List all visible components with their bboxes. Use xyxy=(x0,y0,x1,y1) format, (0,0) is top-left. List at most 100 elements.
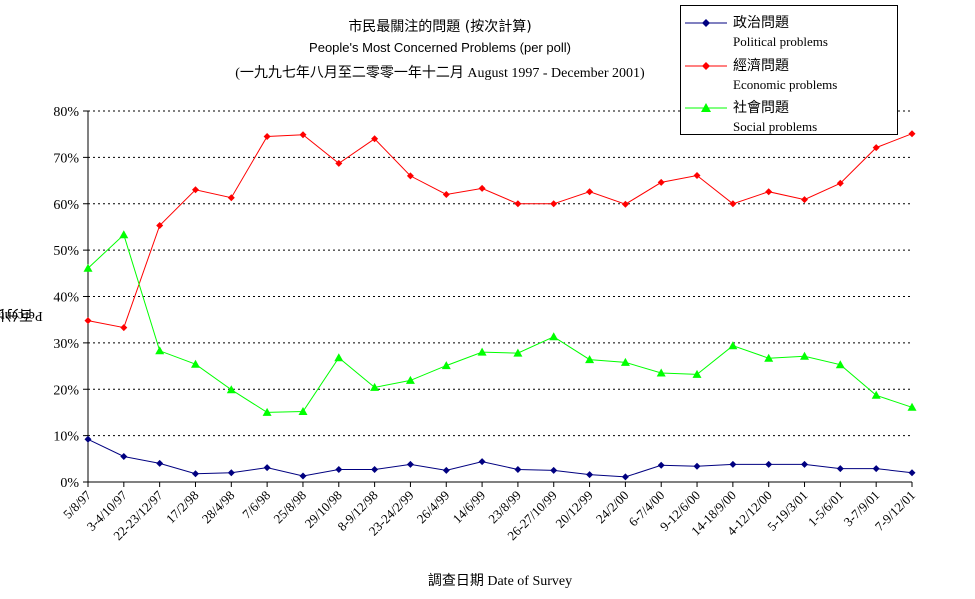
data-point xyxy=(800,351,809,360)
legend-marker-social xyxy=(685,103,727,112)
data-point xyxy=(227,469,235,477)
data-point xyxy=(657,178,665,186)
data-point xyxy=(441,361,451,370)
data-point xyxy=(549,332,559,341)
x-tick-label: 7-9/12/01 xyxy=(872,488,918,534)
data-point xyxy=(262,407,272,416)
chart-subtitle: People's Most Concerned Problems (per po… xyxy=(309,40,571,55)
data-point xyxy=(405,375,415,384)
data-point xyxy=(836,465,844,473)
data-point xyxy=(656,368,666,377)
data-point xyxy=(621,473,629,481)
data-point xyxy=(514,466,522,473)
series-line-0 xyxy=(87,438,913,478)
data-point xyxy=(871,390,881,399)
data-point xyxy=(226,385,236,394)
data-point xyxy=(442,191,450,198)
data-point xyxy=(872,465,880,473)
data-point xyxy=(620,357,630,366)
data-point xyxy=(477,347,487,356)
legend-item-political: 政治問題 Political problems xyxy=(681,6,897,49)
data-point xyxy=(335,159,343,167)
data-point xyxy=(156,222,164,229)
x-axis-label: 調查日期 Date of Survey xyxy=(90,570,910,590)
y-tick-label: 40% xyxy=(53,291,79,306)
data-point xyxy=(155,346,165,355)
data-point xyxy=(120,453,128,460)
data-point xyxy=(836,179,844,187)
data-point xyxy=(84,435,92,443)
legend-item-social: 社會問題 Social problems xyxy=(681,91,897,134)
data-point xyxy=(371,466,379,473)
data-point xyxy=(335,466,343,473)
data-point xyxy=(729,200,737,208)
legend-label-zh: 經濟問題 xyxy=(733,58,789,74)
y-tick-label: 50% xyxy=(53,244,79,259)
data-point xyxy=(263,464,271,472)
y-axis-label: 百分比 Percentage xyxy=(0,240,43,390)
data-point xyxy=(299,472,307,480)
data-point xyxy=(513,348,523,357)
series-line-2 xyxy=(87,233,913,413)
data-point xyxy=(872,144,880,152)
x-tick-label: 24/2/00 xyxy=(593,488,632,527)
legend-label-en: Economic problems xyxy=(733,77,838,92)
x-axis-label-en: Date of Survey xyxy=(487,574,573,589)
data-point xyxy=(585,355,595,364)
series-line-1 xyxy=(87,133,913,329)
chart-period: (一九九七年八月至二零零一年十二月 August 1997 - December… xyxy=(235,66,645,81)
data-point xyxy=(120,324,128,332)
data-point xyxy=(908,130,916,138)
data-point xyxy=(835,360,845,369)
data-point xyxy=(801,196,808,204)
y-tick-label: 70% xyxy=(53,151,79,166)
y-tick-label: 0% xyxy=(60,476,79,491)
data-point xyxy=(298,407,308,415)
x-tick-label: 20/12/99 xyxy=(552,488,595,531)
data-point xyxy=(765,460,773,468)
data-point xyxy=(693,172,701,179)
legend-label-zh: 社會問題 xyxy=(733,100,789,116)
data-point xyxy=(478,184,486,192)
legend: 政治問題 Political problems 經濟問題 Economic pr… xyxy=(680,5,898,135)
data-point xyxy=(371,135,379,143)
chart-title: 市民最關注的問題 (按次計算) xyxy=(348,19,532,35)
y-tick-label: 30% xyxy=(53,337,79,352)
x-tick-label: 26/4/99 xyxy=(414,488,453,527)
legend-marker-political xyxy=(685,19,727,27)
data-point xyxy=(299,131,307,139)
data-point xyxy=(227,194,235,202)
data-point xyxy=(406,460,414,468)
data-point xyxy=(84,317,92,325)
data-point xyxy=(907,402,917,411)
data-point xyxy=(192,186,199,194)
data-point xyxy=(442,466,450,474)
y-tick-label: 80% xyxy=(53,105,79,120)
data-point xyxy=(586,188,594,196)
legend-label-en: Social problems xyxy=(733,119,818,134)
data-point xyxy=(621,200,629,208)
data-point xyxy=(728,341,738,350)
data-point xyxy=(406,172,414,180)
data-point xyxy=(156,459,164,467)
data-point xyxy=(764,353,774,362)
y-axis-label-en: Percentage xyxy=(0,308,43,323)
data-point xyxy=(550,466,558,474)
y-tick-label: 20% xyxy=(53,383,79,398)
legend-item-economic: 經濟問題 Economic problems xyxy=(681,49,897,92)
data-point xyxy=(263,133,271,140)
data-point xyxy=(192,470,199,478)
x-tick-label: 28/4/98 xyxy=(199,488,238,527)
y-tick-label: 60% xyxy=(53,198,79,213)
data-point xyxy=(657,461,665,469)
data-point xyxy=(908,469,916,477)
data-point xyxy=(370,382,380,391)
x-tick-label: 1-5/6/01 xyxy=(805,488,847,530)
x-tick-label: 7/6/98 xyxy=(239,488,273,522)
data-point xyxy=(693,462,701,470)
data-point xyxy=(478,458,486,466)
x-tick-label: 17/2/98 xyxy=(163,488,202,527)
y-tick-label: 10% xyxy=(53,430,79,445)
data-point xyxy=(801,460,808,468)
